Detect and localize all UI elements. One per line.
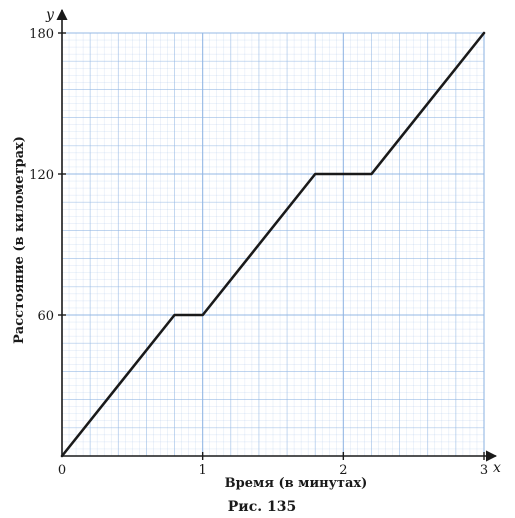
grid — [61, 32, 485, 457]
x-tick-label: 3 — [480, 463, 488, 478]
figure-caption: Рис. 135 — [228, 499, 296, 515]
x-axis-letter: x — [493, 460, 501, 476]
origin-label: 0 — [58, 463, 66, 478]
x-axis-title: Время (в минутах) — [225, 476, 368, 491]
x-tick-label: 2 — [339, 463, 347, 478]
y-axis-title: Расстояние (в километрах) — [12, 136, 27, 344]
y-tick-label: 180 — [29, 27, 54, 42]
x-tick-label: 1 — [199, 463, 207, 478]
axis-ticks: 1 2 3 60 120 180 — [29, 27, 488, 478]
y-axis-letter: y — [45, 7, 55, 23]
y-tick-label: 120 — [29, 168, 54, 183]
y-tick-label: 60 — [37, 309, 54, 324]
series-line — [60, 31, 486, 458]
